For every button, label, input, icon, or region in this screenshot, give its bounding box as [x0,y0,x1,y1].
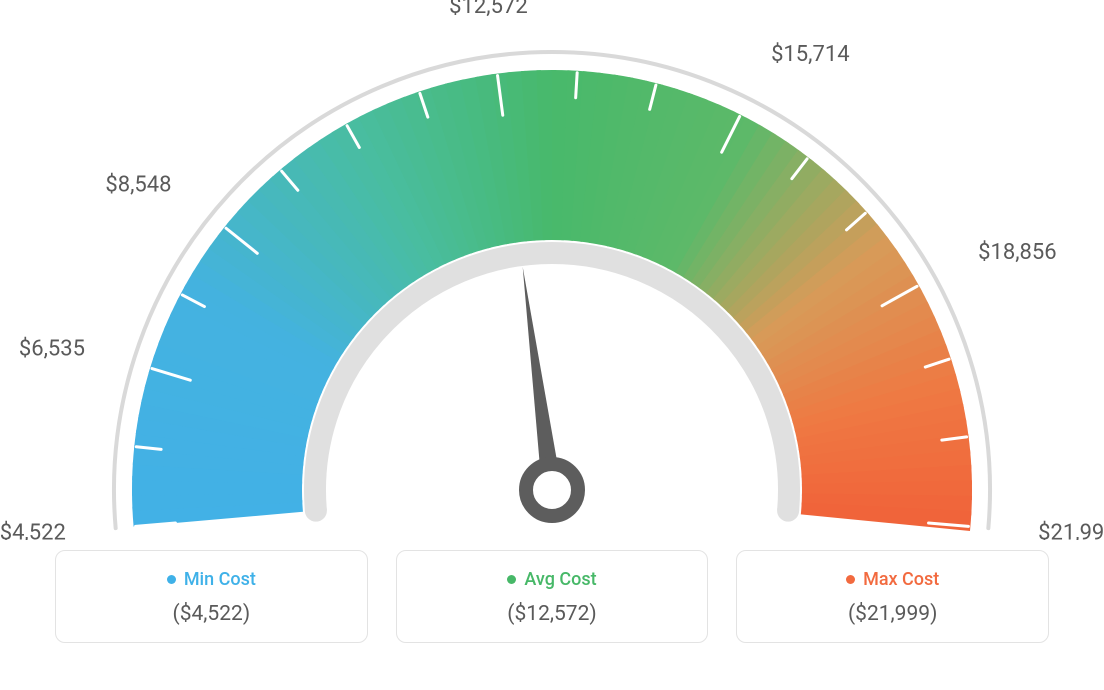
svg-text:$6,535: $6,535 [19,336,85,361]
avg-dot-icon [507,575,516,584]
min-cost-card: Min Cost ($4,522) [55,550,368,643]
svg-text:$18,856: $18,856 [978,240,1057,265]
avg-cost-label: Avg Cost [524,569,596,590]
max-cost-card: Max Cost ($21,999) [736,550,1049,643]
svg-text:$15,714: $15,714 [771,42,850,67]
min-cost-title: Min Cost [167,569,256,590]
min-cost-value: ($4,522) [66,602,357,626]
min-cost-label: Min Cost [184,569,256,590]
avg-cost-card: Avg Cost ($12,572) [396,550,709,643]
max-dot-icon [846,575,855,584]
avg-cost-title: Avg Cost [507,569,596,590]
max-cost-label: Max Cost [863,569,939,590]
max-cost-value: ($21,999) [747,602,1038,626]
svg-text:$12,572: $12,572 [449,0,528,19]
svg-text:$21,999: $21,999 [1038,521,1104,540]
cost-cards: Min Cost ($4,522) Avg Cost ($12,572) Max… [0,540,1104,643]
svg-text:$8,548: $8,548 [105,172,171,197]
gauge-chart: $4,522 $6,535 $8,548 $12,572 $15,714 $18,856 $… [0,0,1104,540]
svg-text:$4,522: $4,522 [0,521,66,540]
max-cost-title: Max Cost [846,569,939,590]
gauge-svg: $4,522 $6,535 $8,548 $12,572 $15,714 $18,856 $… [0,0,1104,540]
min-dot-icon [167,575,176,584]
avg-cost-value: ($12,572) [407,602,698,626]
